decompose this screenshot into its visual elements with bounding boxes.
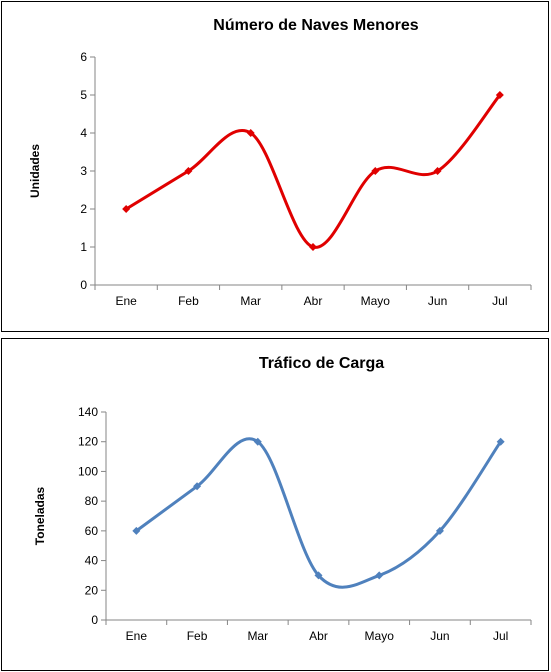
chart-title: Tráfico de Carga <box>259 355 384 372</box>
x-tick-label: Feb <box>187 629 208 643</box>
chart-naves-menores: Número de Naves Menores Unidades 0 1 2 3 4 5 6 En… <box>28 17 532 308</box>
data-point-marker <box>132 526 141 535</box>
data-point-marker <box>433 167 442 175</box>
y-tick-label: 1 <box>80 240 87 254</box>
data-point-marker <box>314 571 323 580</box>
x-tick-label: Mar <box>247 629 268 643</box>
data-point-marker <box>184 167 193 175</box>
y-tick-label: 3 <box>80 164 87 178</box>
y-tick-label: 0 <box>80 278 87 292</box>
x-tick-label: Abr <box>309 629 328 643</box>
x-tick-label: Jun <box>428 294 447 308</box>
y-tick-label: 4 <box>80 126 87 140</box>
chart-panel-carga: Tráfico de Carga Toneladas 0 20 40 60 80 100 120… <box>1 338 549 671</box>
y-tick-label: 80 <box>85 494 99 508</box>
x-tick-label: Abr <box>304 294 323 308</box>
chart-title: Número de Naves Menores <box>213 17 419 34</box>
x-tick-label: Feb <box>178 294 199 308</box>
y-tick-label: 0 <box>91 613 98 627</box>
x-tick-label: Jul <box>492 294 507 308</box>
data-point-marker <box>495 91 504 99</box>
data-point-marker <box>122 205 131 213</box>
series-line <box>134 437 503 589</box>
data-point-marker <box>375 571 384 580</box>
data-point-marker <box>496 437 505 446</box>
y-tick-label: 2 <box>80 202 87 216</box>
data-point-marker <box>193 482 202 491</box>
y-axis-label: Unidades <box>28 144 42 198</box>
chart-panel-naves: Número de Naves Menores Unidades 0 1 2 3 4 5 6 En… <box>1 1 549 332</box>
data-point-marker <box>309 243 317 251</box>
y-tick-label: 5 <box>80 88 87 102</box>
y-tick-label: 60 <box>85 524 99 538</box>
x-tick-label: Ene <box>126 629 148 643</box>
x-tick-label: Mar <box>240 294 261 308</box>
x-tick-label: Jul <box>493 629 508 643</box>
x-tick-label: Mayo <box>365 629 395 643</box>
x-tick-label: Mayo <box>361 294 391 308</box>
data-point-marker <box>435 526 444 535</box>
y-tick-label: 20 <box>85 583 99 597</box>
y-tick-label: 6 <box>80 50 87 64</box>
data-point-marker <box>246 129 255 137</box>
chart-trafico-carga: Tráfico de Carga Toneladas 0 20 40 60 80 100 120… <box>33 355 532 643</box>
data-point-marker <box>253 437 262 446</box>
y-axis-label: Toneladas <box>33 486 47 545</box>
y-tick-label: 140 <box>78 405 98 419</box>
y-tick-label: 120 <box>78 435 98 449</box>
series-line <box>124 93 502 249</box>
y-tick-label: 100 <box>78 464 98 478</box>
y-tick-label: 40 <box>85 554 99 568</box>
data-point-marker <box>371 167 380 175</box>
x-tick-label: Jun <box>430 629 449 643</box>
x-tick-label: Ene <box>115 294 137 308</box>
